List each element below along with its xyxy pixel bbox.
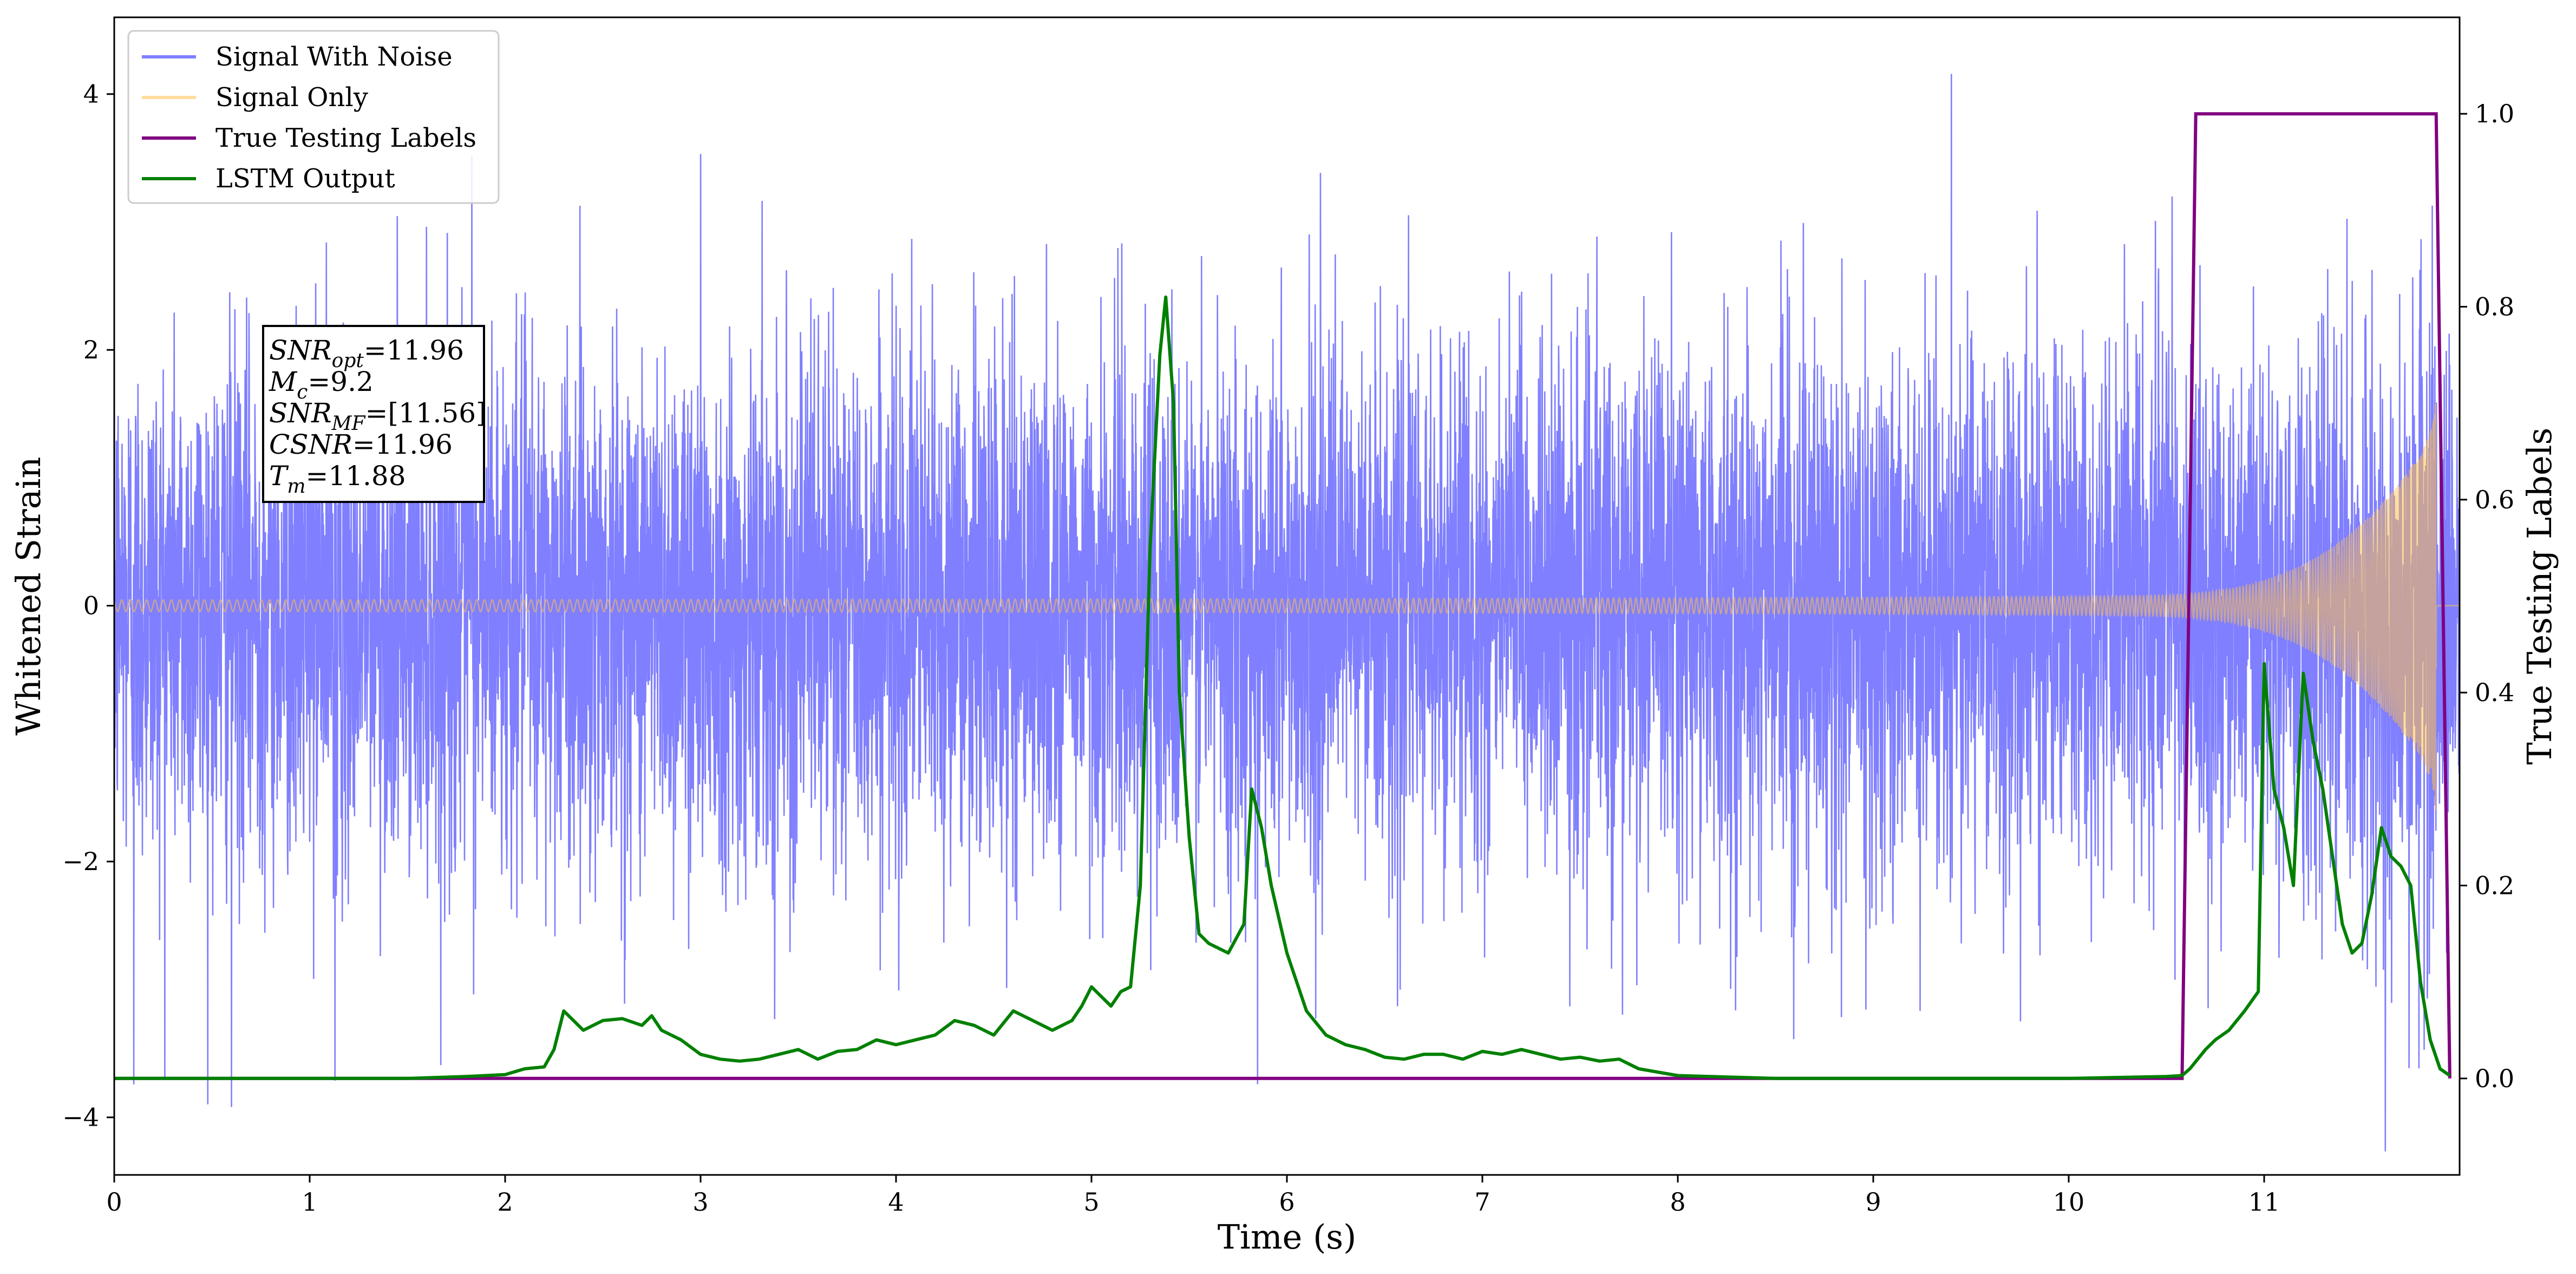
y-tick-label: 2 [83,335,99,364]
x-tick-label: 3 [692,1187,708,1217]
x-tick-label: 10 [2053,1187,2085,1217]
series-signal-with-noise [114,74,2460,1152]
y-axis-right: 1.0 0.8 0.6 0.4 0.2 0.0 [2460,99,2514,1093]
x-tick-label: 6 [1279,1187,1294,1217]
annotation-line: SNRopt=11.96 [269,335,464,372]
true-testing-labels-line [114,112,2451,1080]
x-tick-label: 0 [106,1187,122,1217]
x-tick-label: 11 [2248,1187,2280,1217]
annotation-line: Mc=9.2 [269,366,374,403]
annotation-line: CSNR=11.96 [269,429,453,460]
y-axis-left: 4 2 0 −2 −4 [62,80,114,1132]
y-tick-label: −4 [62,1103,99,1132]
parameter-annotation: SNRopt=11.96Mc=9.2SNRMF=[11.56]CSNR=11.9… [262,325,487,503]
legend: Signal With Noise Signal Only True Testing… [127,30,500,204]
legend-label: Signal With Noise [215,42,453,72]
series-lstm-output [114,295,2451,1080]
y2-tick-label: 0.6 [2475,485,2514,514]
y2-axis-title: True Testing Labels [2520,428,2559,765]
y-tick-label: 0 [83,591,99,620]
lstm-output-line [114,295,2451,1080]
annotation-box [262,325,485,503]
x-tick-label: 4 [888,1187,904,1217]
x-tick-label: 2 [497,1187,513,1217]
x-axis: 0 1 2 3 4 5 6 7 8 9 10 11 [106,1175,2280,1217]
y2-tick-label: 0.2 [2475,871,2514,900]
series-true-testing-labels [114,112,2451,1080]
signal-with-noise-line [114,74,2460,1152]
y-tick-label: −2 [62,847,99,876]
y2-tick-label: 0.0 [2475,1064,2514,1093]
x-axis-title: Time (s) [1218,1217,1357,1257]
legend-label: Signal Only [215,82,368,113]
annotation-line: SNRMF=[11.56] [269,397,487,435]
legend-label: LSTM Output [215,164,395,194]
signal-only-line [114,403,2460,810]
series-signal-only [114,403,2460,810]
plot-area [114,74,2460,1152]
legend-label: True Testing Labels [215,123,476,153]
y2-tick-label: 1.0 [2475,99,2514,128]
y2-tick-label: 0.8 [2475,292,2514,322]
legend-box [127,30,500,204]
x-tick-label: 5 [1083,1187,1099,1217]
y-axis-title: Whitened Strain [9,457,48,736]
x-tick-label: 8 [1670,1187,1685,1217]
y-tick-label: 4 [83,80,99,109]
annotation-line: Tm=11.88 [269,460,406,498]
x-tick-label: 7 [1474,1187,1490,1217]
y2-tick-label: 0.4 [2475,678,2514,707]
x-tick-label: 9 [1865,1187,1881,1217]
x-tick-label: 1 [302,1187,317,1217]
